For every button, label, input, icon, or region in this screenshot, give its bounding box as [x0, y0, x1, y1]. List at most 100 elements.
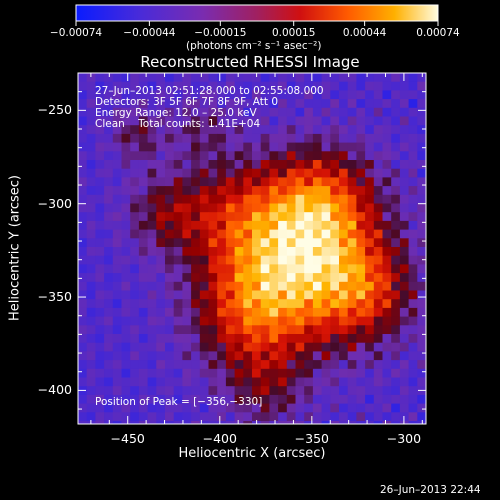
heatmap-cell [234, 73, 244, 83]
heatmap-cell [217, 334, 227, 344]
heatmap-cell [173, 290, 183, 300]
heatmap-cell [138, 151, 148, 161]
heatmap-cell [278, 142, 288, 152]
heatmap-cell [147, 203, 157, 213]
heatmap-cell [269, 116, 279, 126]
heatmap-cell [199, 107, 209, 117]
heatmap-cell [121, 368, 131, 378]
heatmap-cell [95, 133, 105, 143]
heatmap-cell [112, 212, 122, 222]
heatmap-cell [373, 186, 383, 196]
heatmap-cell [347, 194, 357, 204]
heatmap-cell [208, 160, 218, 170]
heatmap-cell [356, 290, 366, 300]
heatmap-cell [208, 212, 218, 222]
heatmap-cell [165, 220, 175, 230]
heatmap-cell [399, 290, 409, 300]
heatmap-cell [399, 212, 409, 222]
heatmap-cell [78, 220, 88, 230]
heatmap-cell [373, 142, 383, 152]
heatmap-cell [278, 177, 288, 187]
heatmap-cell [78, 142, 88, 152]
heatmap-cell [191, 107, 201, 117]
heatmap-cell [295, 264, 305, 274]
heatmap-cell [165, 133, 175, 143]
heatmap-cell [321, 386, 331, 396]
heatmap-cell [382, 177, 392, 187]
heatmap-cell [312, 168, 322, 178]
heatmap-cell [330, 203, 340, 213]
heatmap-cell [165, 264, 175, 274]
heatmap-cell [408, 203, 418, 213]
heatmap-cell [199, 351, 209, 361]
heatmap-cell [86, 351, 96, 361]
heatmap-cell [104, 351, 114, 361]
heatmap-cell [130, 377, 140, 387]
heatmap-cell [347, 325, 357, 335]
heatmap-cell [408, 264, 418, 274]
heatmap-cell [339, 186, 349, 196]
heatmap-cell [312, 316, 322, 326]
heatmap-cell [104, 107, 114, 117]
heatmap-cell [304, 177, 314, 187]
annotation-clean-counts: Clean Total counts: 1.41E+04 [95, 118, 261, 130]
heatmap-cell [408, 394, 418, 404]
heatmap-cell [365, 186, 375, 196]
heatmap-cell [391, 116, 401, 126]
heatmap-cell [78, 273, 88, 283]
heatmap-cell [208, 368, 218, 378]
heatmap-cell [182, 151, 192, 161]
heatmap-cell [391, 247, 401, 257]
heatmap-cell [95, 368, 105, 378]
heatmap-cell [417, 299, 426, 309]
heatmap-cell [260, 229, 270, 239]
heatmap-cell [95, 316, 105, 326]
heatmap-cell [330, 99, 340, 109]
heatmap-cell [260, 403, 270, 413]
heatmap-cell [278, 116, 288, 126]
heatmap-cell [191, 264, 201, 274]
heatmap-cell [278, 403, 288, 413]
heatmap-cell [365, 412, 375, 422]
heatmap-cell [373, 342, 383, 352]
annotation-detectors: Detectors: 3F 5F 6F 7F 8F 9F, Att 0 [95, 96, 279, 108]
heatmap-cell [165, 212, 175, 222]
heatmap-cell [278, 316, 288, 326]
heatmap-cell [199, 125, 209, 135]
heatmap-cell [347, 90, 357, 100]
heatmap-cell [173, 194, 183, 204]
heatmap-cell [156, 299, 166, 309]
heatmap-cell [260, 99, 270, 109]
heatmap-cell [104, 299, 114, 309]
heatmap-cell [112, 360, 122, 370]
heatmap-cell [165, 316, 175, 326]
heatmap-cell [278, 247, 288, 257]
heatmap-cell [391, 334, 401, 344]
heatmap-cell [391, 133, 401, 143]
heatmap-cell [330, 151, 340, 161]
heatmap-cell [330, 334, 340, 344]
heatmap-cell [260, 325, 270, 335]
heatmap-cell [286, 334, 296, 344]
heatmap-cell [417, 307, 426, 317]
heatmap-cell [182, 99, 192, 109]
heatmap-cell [121, 81, 131, 91]
heatmap-cell [391, 99, 401, 109]
heatmap-cell [399, 168, 409, 178]
heatmap-cell [295, 212, 305, 222]
heatmap-cell [138, 360, 148, 370]
heatmap-cell [165, 368, 175, 378]
heatmap-cell [373, 412, 383, 422]
heatmap-cell [382, 168, 392, 178]
heatmap-cell [165, 421, 175, 424]
heatmap-cell [95, 342, 105, 352]
heatmap-cell [347, 168, 357, 178]
heatmap-cell [286, 99, 296, 109]
heatmap-cell [365, 307, 375, 317]
heatmap-cell [165, 255, 175, 265]
heatmap-cell [278, 377, 288, 387]
heatmap-cell [399, 394, 409, 404]
heatmap-cell [252, 247, 262, 257]
heatmap-cell [191, 194, 201, 204]
heatmap-cell [112, 238, 122, 248]
